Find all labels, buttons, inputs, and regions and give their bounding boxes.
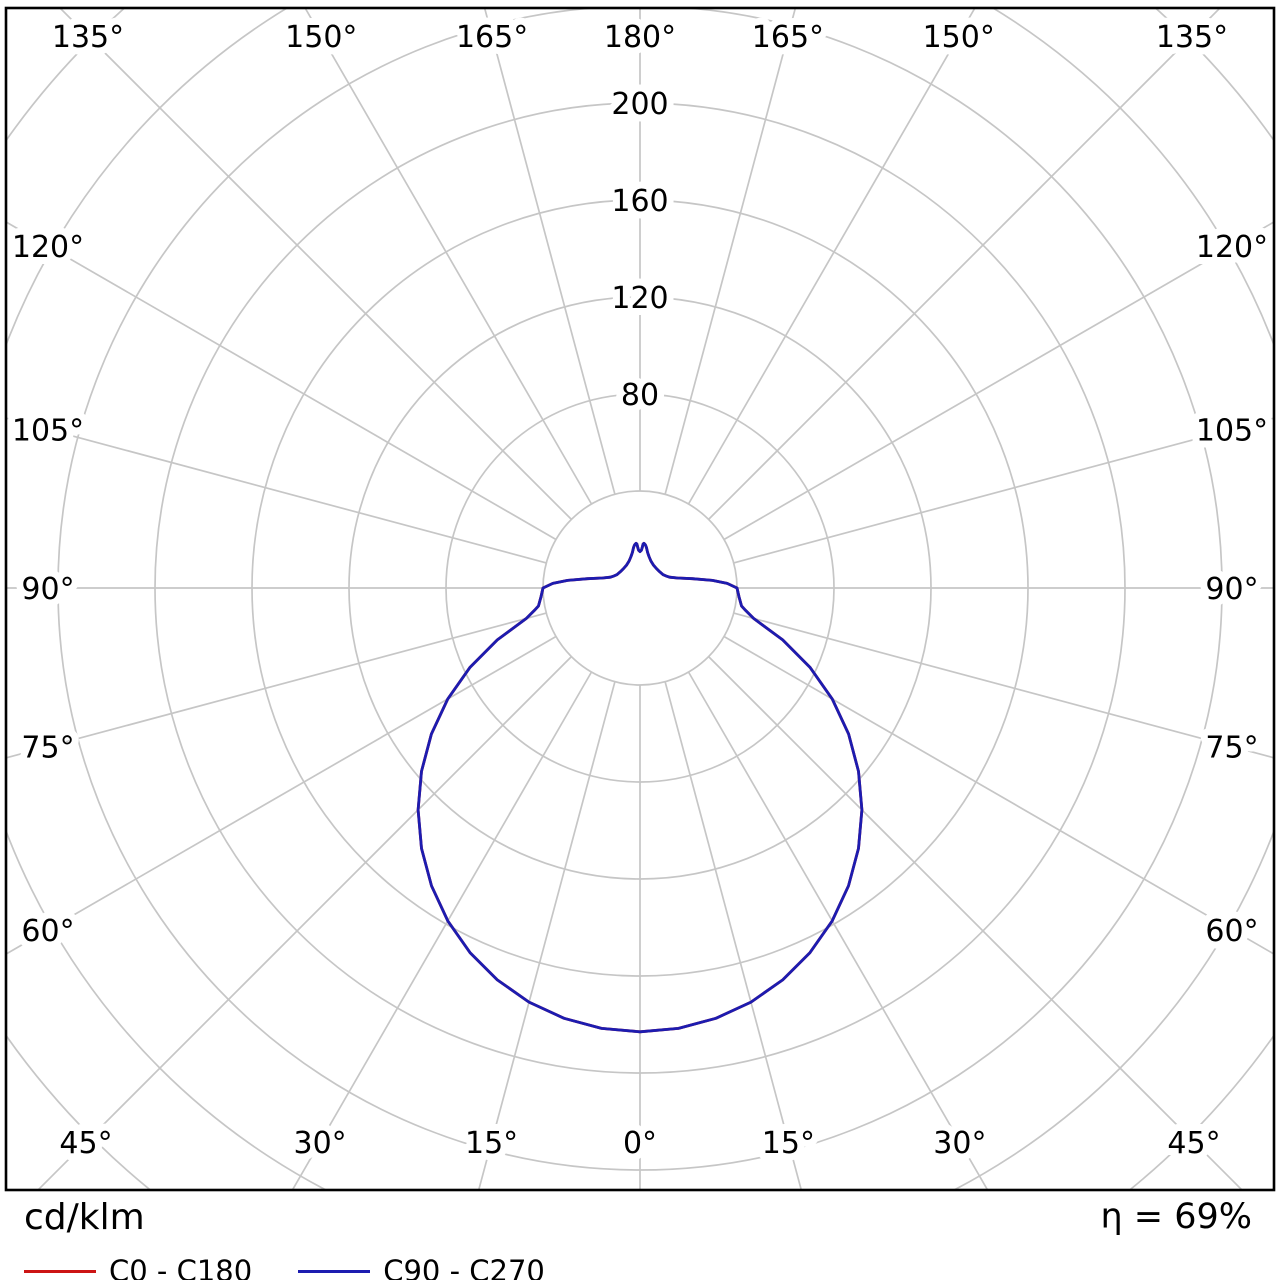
grid-spoke [7, 635, 557, 955]
grid-spoke [7, 221, 557, 541]
angle-label: 180° [604, 20, 676, 55]
grid-spoke [664, 681, 802, 1189]
legend-line-red-icon [24, 1269, 96, 1273]
angle-label: 90° [21, 572, 74, 607]
grid-spoke [733, 612, 1273, 759]
grid-spoke [483, 9, 616, 495]
angle-label: 60° [21, 914, 74, 949]
angle-label: 75° [1205, 731, 1258, 766]
angle-label: 165° [752, 20, 824, 55]
angle-label: 0° [623, 1126, 657, 1161]
angle-label: 90° [1205, 572, 1258, 607]
angle-label: 75° [21, 731, 74, 766]
angle-label: 30° [294, 1126, 347, 1161]
angle-label: 45° [59, 1126, 112, 1161]
ring-label: 120 [611, 281, 668, 316]
angle-label: 60° [1205, 914, 1258, 949]
grid-spoke [292, 671, 593, 1189]
grid-spoke [664, 9, 797, 495]
efficiency-label: η = 69% [1100, 1197, 1252, 1237]
grid-spoke [707, 9, 1221, 521]
legend-line-blue-icon [298, 1269, 371, 1273]
angle-label: 105° [1196, 413, 1268, 448]
grid-spoke [723, 635, 1273, 955]
legend-item-c0-c180: C0 - C180 [24, 1254, 252, 1280]
legend-label-c0-c180: C0 - C180 [109, 1254, 253, 1280]
angle-label: 135° [52, 20, 124, 55]
angle-label: 120° [1196, 230, 1268, 265]
angle-label: 15° [465, 1126, 518, 1161]
grid-spoke [7, 612, 547, 759]
ring-label: 160 [611, 184, 668, 219]
grid-spoke [7, 417, 547, 564]
angle-label: 135° [1156, 20, 1228, 55]
angle-label: 120° [12, 230, 84, 265]
ring-label: 200 [611, 87, 668, 122]
grid-spoke [733, 417, 1273, 564]
angle-label: 45° [1167, 1126, 1220, 1161]
grid-spoke [687, 9, 976, 505]
legend: C0 - C180 C90 - C270 [24, 1254, 545, 1280]
curve-c90-c270 [416, 541, 864, 1034]
grid-spoke [723, 221, 1273, 541]
axis-labels: 0° 15° 15° 30° 30° 45° 45° 60° 60° 75° 75° 90° 90° 10… [5, 13, 1275, 1168]
angle-label: 150° [923, 20, 995, 55]
legend-label-c90-c270: C90 - C270 [383, 1254, 545, 1280]
ring-label: 80 [621, 378, 659, 413]
grid-ring [542, 490, 738, 686]
grid-spoke [687, 671, 988, 1189]
legend-item-c90-c270: C90 - C270 [298, 1254, 545, 1280]
polar-grid [7, 9, 1273, 1189]
angle-label: 15° [762, 1126, 815, 1161]
angle-label: 30° [933, 1126, 986, 1161]
grid-spoke [59, 9, 573, 521]
unit-label: cd/klm [24, 1197, 145, 1238]
chart-border [4, 6, 1276, 1192]
angle-label: 165° [456, 20, 528, 55]
grid-spoke [37, 655, 573, 1189]
grid-spoke [707, 655, 1243, 1189]
angle-label: 105° [12, 413, 84, 448]
polar-chart: 0° 15° 15° 30° 30° 45° 45° 60° 60° 75° 75° 90° 90° 10… [4, 6, 1276, 1192]
grid-spoke [478, 681, 616, 1189]
angle-label: 150° [285, 20, 357, 55]
grid-spoke [304, 9, 593, 505]
plot-area [7, 9, 1273, 1189]
